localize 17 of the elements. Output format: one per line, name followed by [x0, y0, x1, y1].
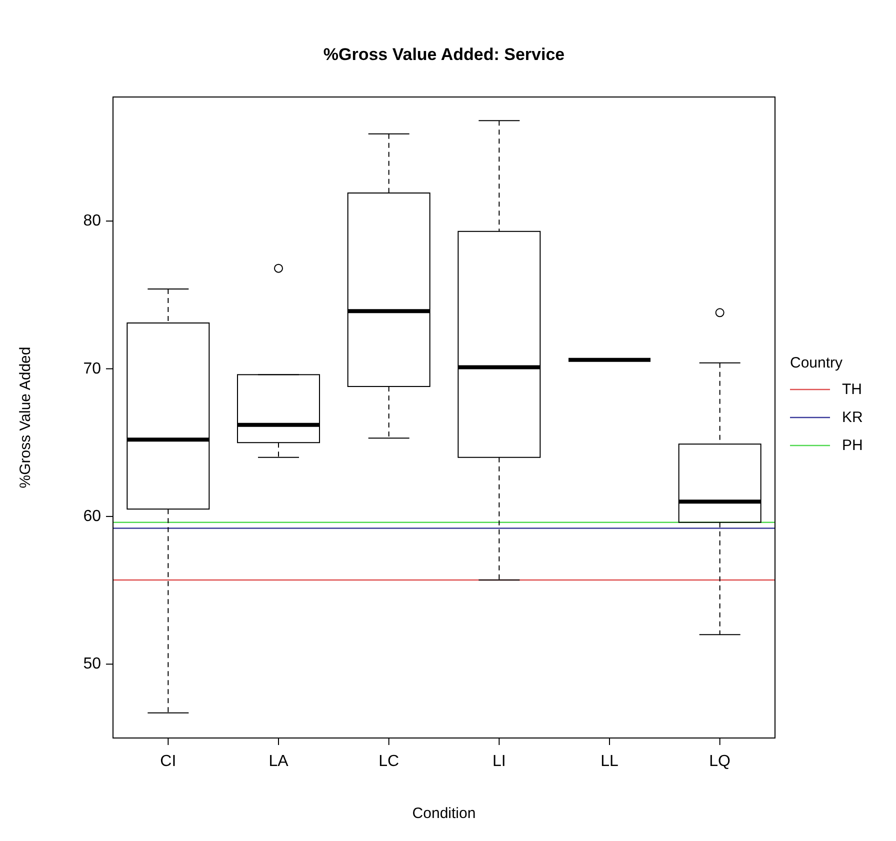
y-tick-label: 70 — [83, 360, 102, 378]
legend-label: PH — [842, 437, 863, 454]
y-axis-title: %Gross Value Added — [17, 346, 34, 488]
chart-title: %Gross Value Added: Service — [323, 45, 565, 64]
x-axis-title: Condition — [412, 805, 476, 822]
legend-label: KR — [842, 409, 864, 426]
x-tick-label: LQ — [709, 753, 731, 770]
y-tick-label: 80 — [83, 212, 102, 230]
legend-title: Country — [790, 354, 844, 372]
y-tick-label: 60 — [83, 508, 102, 525]
x-tick-label: LL — [600, 753, 618, 770]
legend-label: TH — [842, 381, 862, 398]
x-tick-label: CI — [160, 753, 176, 770]
x-tick-label: LA — [268, 753, 289, 770]
x-tick-label: LC — [378, 753, 400, 770]
y-tick-label: 50 — [83, 656, 102, 673]
x-tick-label: LI — [492, 753, 506, 770]
